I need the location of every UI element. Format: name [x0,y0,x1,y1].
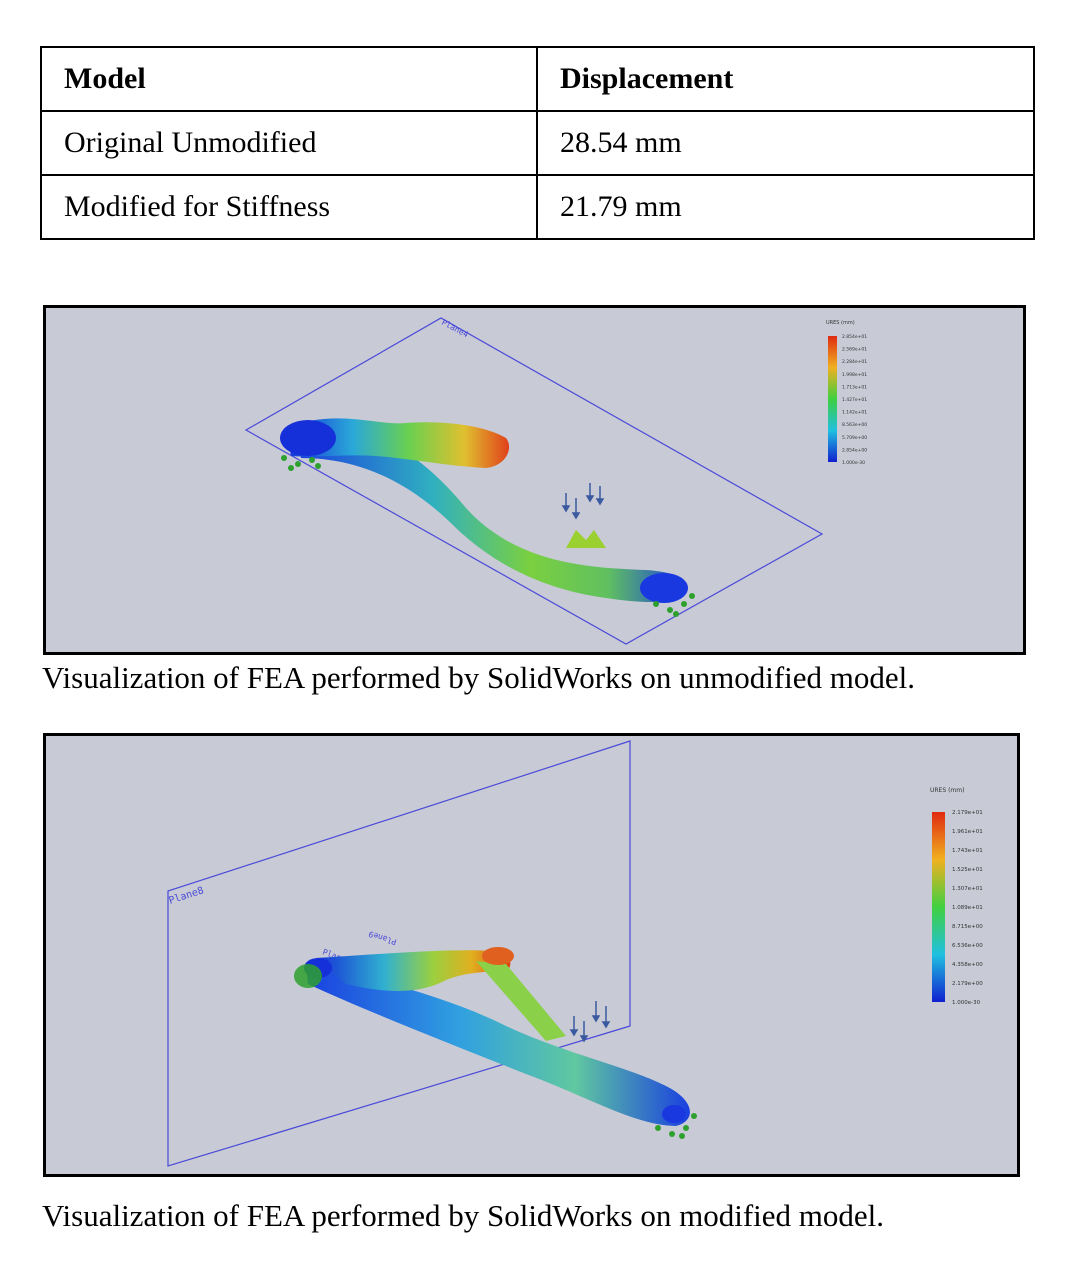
legend-value: 8.715e+00 [952,924,983,930]
legend-value: 2.854e+01 [842,334,867,340]
legend-title: URES (mm) [930,787,964,794]
legend-value: 1.525e+01 [952,867,983,873]
model-bushing-top [482,947,514,965]
table-header-row: Model Displacement [40,46,1035,112]
fea-render-modified: Plane8 Plane9 Plane7 URES (mm) 2.179e+01… [167,740,983,1167]
legend-colorbar [932,812,945,1002]
model-mount-tab [566,530,606,548]
legend-value: 1.427e+01 [842,397,867,403]
model-lower-arm [296,430,686,603]
legend-value: 4.358e+00 [952,962,983,968]
model-diagonal-brace [476,961,566,1041]
legend-value: 5.709e+00 [842,435,867,441]
model-bushing-right [662,1105,686,1123]
model-upper-arm [316,950,511,991]
legend-value: 1.961e+01 [952,829,983,835]
legend-value: 1.089e+01 [952,905,983,911]
plane-label: Plane8 [168,885,206,907]
legend-value: 2.284e+01 [842,359,867,365]
legend-value: 8.563e+00 [842,422,867,428]
model-upper-arm [286,418,510,468]
fea-render-unmodified: Plane4 URES (mm) 2.854e+01 2.569e+01 2.284… [244,317,867,645]
table-row: Original Unmodified 28.54 mm [40,110,1035,176]
caption-unmodified: Visualization of FEA performed by SolidW… [42,660,915,695]
legend-value: 2.854e+00 [842,447,867,453]
legend-value: 2.179e+00 [952,981,983,987]
fea-figure-unmodified: Plane4 URES (mm) 2.854e+01 2.569e+01 2.284… [43,305,1026,655]
model-lower-arm [306,964,690,1126]
plane-label: Plane4 [440,318,470,340]
legend-value: 1.307e+01 [952,886,983,892]
cell-model: Original Unmodified [40,110,538,176]
fixture-icon-left [294,964,322,988]
plane-outline [244,317,824,645]
table-row: Modified for Stiffness 21.79 mm [40,174,1035,240]
fixture-icon-left [281,455,321,471]
fixture-icon-right [655,1113,697,1139]
plane-outline [167,740,631,1167]
legend-value: 1.142e+01 [842,410,867,416]
legend-title: URES (mm) [826,320,855,326]
fea-figure-modified: Plane8 Plane9 Plane7 URES (mm) 2.179e+01… [43,733,1020,1177]
legend-value: 1.000e-30 [842,460,865,466]
load-arrow-icon [561,483,605,520]
legend-value: 6.536e+00 [952,943,983,949]
legend-value: 1.000e-30 [952,1000,981,1006]
caption-modified: Visualization of FEA performed by SolidW… [42,1198,884,1233]
legend-value: 2.179e+01 [952,810,983,816]
cell-model: Modified for Stiffness [40,174,538,240]
load-arrow-icon [569,1001,611,1043]
results-table: Model Displacement Original Unmodified 2… [40,46,1035,240]
legend-value: 1.998e+01 [842,372,867,378]
legend-value: 1.743e+01 [952,848,983,854]
plane-label-secondary: Plane9 [367,929,397,947]
legend-labels: 2.854e+01 2.569e+01 2.284e+01 1.998e+01 1.71… [842,334,867,466]
cell-displacement: 21.79 mm [536,174,1035,240]
legend-labels: 2.179e+01 1.961e+01 1.743e+01 1.525e+01 1.30… [952,810,983,1006]
fixture-icon-right [653,593,695,617]
legend-value: 1.713e+01 [842,384,867,390]
header-displacement: Displacement [536,46,1035,112]
legend-colorbar [828,336,837,462]
cell-displacement: 28.54 mm [536,110,1035,176]
header-model: Model [40,46,538,112]
model-bushing-right [640,573,688,603]
legend-value: 2.569e+01 [842,347,867,353]
model-bushing-left [280,420,336,456]
